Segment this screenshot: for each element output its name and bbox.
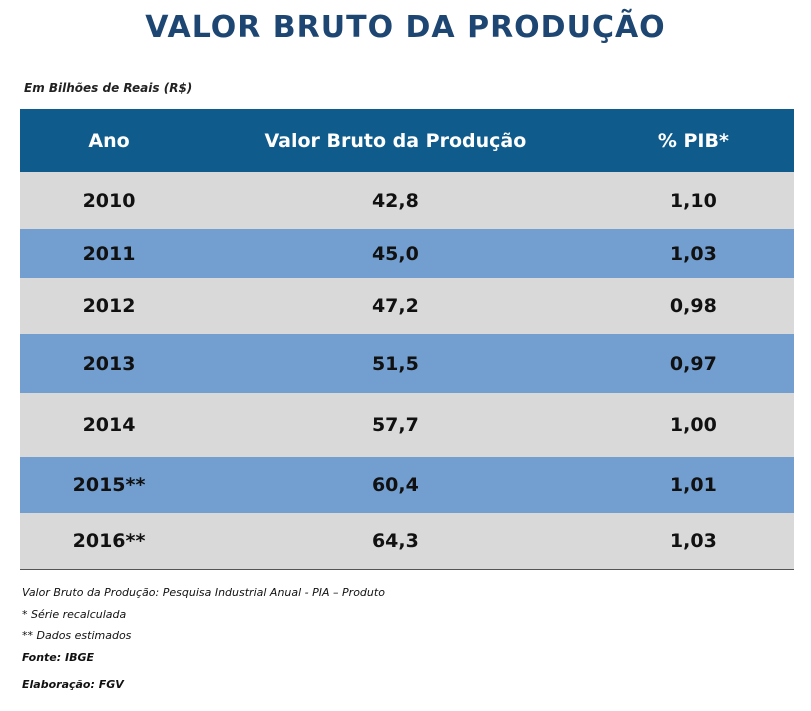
table-cell: 2016**: [20, 513, 199, 570]
table-cell: 0,97: [592, 334, 794, 393]
table-cell: 57,7: [198, 393, 593, 457]
table-cell: 2014: [20, 393, 199, 457]
note: Valor Bruto da Produção: Pesquisa Indust…: [22, 586, 385, 599]
table-cell: 1,01: [592, 457, 794, 513]
table-cell: 2013: [20, 334, 199, 393]
note: ** Dados estimados: [22, 629, 132, 642]
table-cell: 1,03: [592, 229, 794, 278]
data-table: Ano Valor Bruto da Produção% PIB* 2010 42,…: [20, 109, 794, 570]
table-cell: 2012: [20, 278, 199, 334]
column-header: % PIB*: [592, 109, 794, 172]
table-row: 2014 57,7 1,00: [20, 393, 794, 457]
table-cell: 42,8: [198, 172, 593, 229]
column-header: Valor Bruto da Produção: [198, 109, 593, 172]
table-row: 2012 47,2 0,98: [20, 278, 794, 334]
table-row: 2011 45,0 1,03: [20, 229, 794, 278]
table-row: 2013 51,5 0,97: [20, 334, 794, 393]
note: * Série recalculada: [22, 607, 127, 621]
table-cell: 1,00: [592, 393, 794, 457]
table-cell: 0,98: [592, 278, 794, 334]
table-row: 2016** 64,3 1,03: [20, 513, 794, 570]
notes: Valor Bruto da Produção: Pesquisa Indust…: [22, 586, 385, 700]
table-cell: 47,2: [198, 278, 593, 334]
subtitle: Em Bilhões de Reais (R$): [24, 81, 193, 95]
note: Fonte: IBGE: [22, 650, 95, 664]
table-row: 2015** 60,4 1,01: [20, 457, 794, 513]
table-cell: 2010: [20, 172, 199, 229]
column-header: Ano: [20, 109, 199, 172]
table-cell: 2015**: [20, 457, 199, 513]
table-cell: 51,5: [198, 334, 593, 393]
title: VALOR BRUTO DA PRODUÇÃO: [145, 10, 666, 45]
table-cell: 60,4: [198, 457, 593, 513]
table-cell: 1,10: [592, 172, 794, 229]
note: Elaboração: FGV: [22, 678, 124, 691]
header-row: Ano Valor Bruto da Produção% PIB*: [20, 109, 794, 172]
table-cell: 64,3: [198, 513, 593, 570]
table-row: 2010 42,8 1,10: [20, 172, 794, 229]
table-cell: 45,0: [198, 229, 593, 278]
table-cell: 1,03: [592, 513, 794, 570]
table-cell: 2011: [20, 229, 199, 278]
